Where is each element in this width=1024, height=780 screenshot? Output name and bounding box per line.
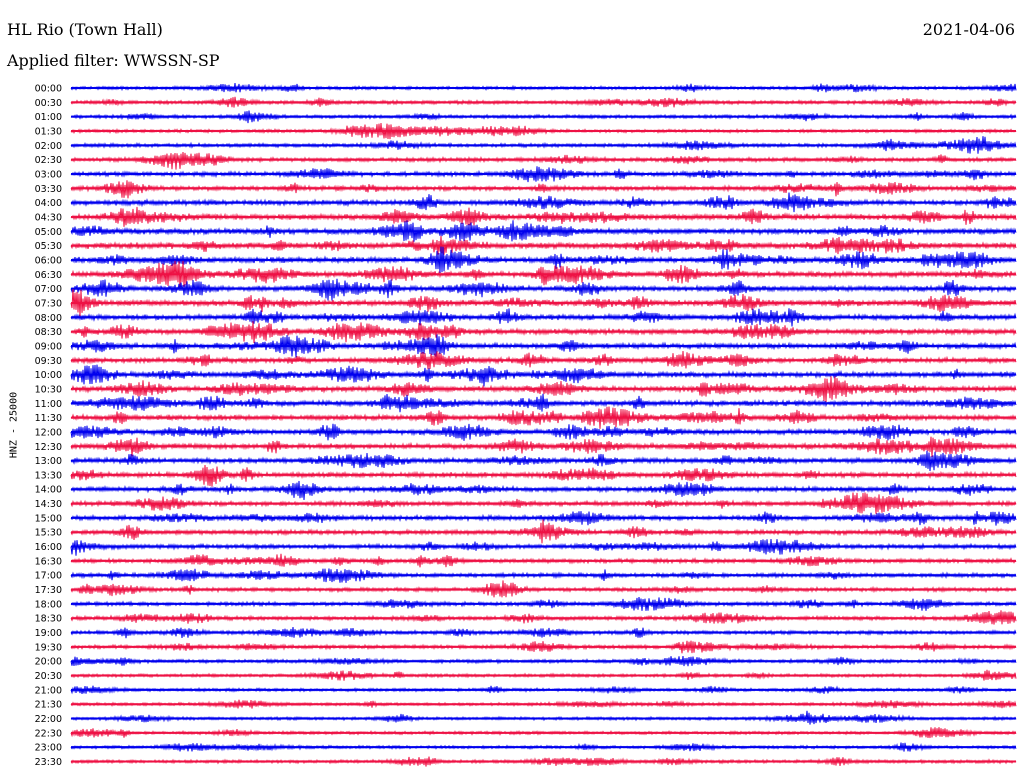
row-time-label: 13:30 [35, 470, 62, 481]
row-time-label: 03:00 [35, 169, 62, 180]
row-time-label: 12:30 [35, 442, 62, 453]
row-time-label: 09:00 [35, 341, 62, 352]
row-time-label: 10:30 [35, 384, 62, 395]
row-time-label: 21:00 [35, 685, 62, 696]
seismic-trace-1400 [70, 480, 1017, 500]
row-time-label: 08:30 [35, 327, 62, 338]
row-time-label: 06:00 [35, 255, 62, 266]
row-time-label: 19:30 [35, 642, 62, 653]
seismic-trace-0230 [70, 151, 1017, 170]
row-time-label: 18:00 [35, 599, 62, 610]
row-time-label: 04:30 [35, 212, 62, 223]
row-time-label: 02:30 [35, 155, 62, 166]
row-time-label: 17:30 [35, 585, 62, 596]
row-time-label: 10:00 [35, 370, 62, 381]
row-time-label: 21:30 [35, 700, 62, 711]
row-time-label: 22:30 [35, 728, 62, 739]
row-time-label: 11:00 [35, 399, 62, 410]
row-time-label: 12:00 [35, 427, 62, 438]
row-time-label: 03:30 [35, 184, 62, 195]
date-label: 2021-04-06 [922, 20, 1015, 39]
row-time-label: 14:30 [35, 499, 62, 510]
row-time-label: 17:00 [35, 571, 62, 582]
filter-label: Applied filter: WWSSN-SP [7, 51, 220, 70]
row-time-label: 18:30 [35, 614, 62, 625]
row-time-label: 05:00 [35, 227, 62, 238]
row-time-label: 06:30 [35, 270, 62, 281]
row-time-label: 07:00 [35, 284, 62, 295]
row-time-label: 08:00 [35, 313, 62, 324]
row-time-label: 07:30 [35, 298, 62, 309]
row-time-label: 04:00 [35, 198, 62, 209]
row-time-label: 15:00 [35, 513, 62, 524]
row-time-label: 02:00 [35, 141, 62, 152]
row-time-label: 00:30 [35, 98, 62, 109]
row-time-label: 13:00 [35, 456, 62, 467]
row-time-label: 16:00 [35, 542, 62, 553]
row-time-label: 20:00 [35, 657, 62, 668]
row-time-label: 00:00 [35, 84, 62, 95]
row-time-label: 14:00 [35, 485, 62, 496]
row-time-label: 16:30 [35, 556, 62, 567]
row-time-label: 19:00 [35, 628, 62, 639]
row-time-label: 23:00 [35, 743, 62, 754]
row-time-label: 15:30 [35, 528, 62, 539]
row-time-label: 01:00 [35, 112, 62, 123]
row-time-label: 11:30 [35, 413, 62, 424]
row-time-label: 01:30 [35, 126, 62, 137]
row-time-label: 22:00 [35, 714, 62, 725]
station-title: HL Rio (Town Hall) [7, 20, 163, 39]
row-time-label: 20:30 [35, 671, 62, 682]
row-time-label: 09:30 [35, 356, 62, 367]
row-time-label: 23:30 [35, 757, 62, 768]
row-time-label: 05:30 [35, 241, 62, 252]
